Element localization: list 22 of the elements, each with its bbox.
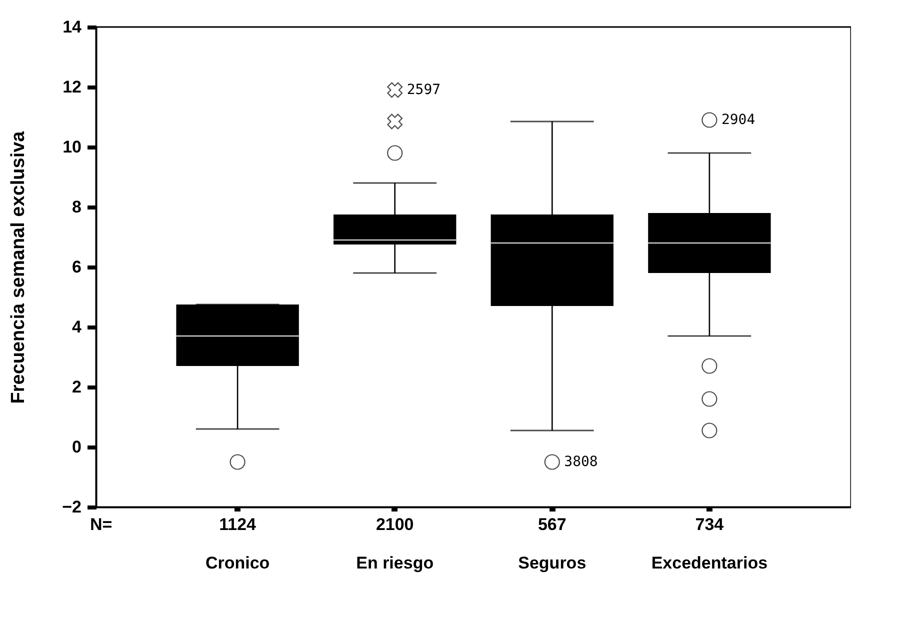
x-tick-label: Excedentarios — [651, 554, 768, 572]
y-tick-label: 2 — [72, 378, 82, 396]
y-tick-label: 10 — [62, 138, 82, 156]
x-tick-label: Cronico — [205, 554, 270, 572]
y-tick-label: 6 — [72, 258, 82, 276]
y-tick-label: 12 — [62, 78, 82, 96]
y-tick-label: 0 — [72, 438, 82, 456]
y-tick-label: −2 — [62, 498, 82, 516]
y-axis-title: Frecuencia semanal exclusiva — [8, 130, 30, 404]
x-tick-label: Seguros — [518, 554, 586, 572]
text: 734 — [695, 515, 724, 534]
text: 2100 — [376, 515, 414, 534]
text: N= — [90, 515, 112, 534]
text: 567 — [538, 515, 566, 534]
annotation: 3808 — [564, 454, 598, 470]
text: 1124 — [219, 515, 257, 534]
y-tick-label: 4 — [72, 318, 82, 336]
annotation: 2597 — [406, 82, 441, 98]
annotation: 2904 — [721, 112, 756, 128]
x-tick-label: En riesgo — [356, 554, 434, 572]
y-tick-label: 8 — [72, 198, 82, 216]
y-tick-label: 14 — [62, 18, 82, 36]
